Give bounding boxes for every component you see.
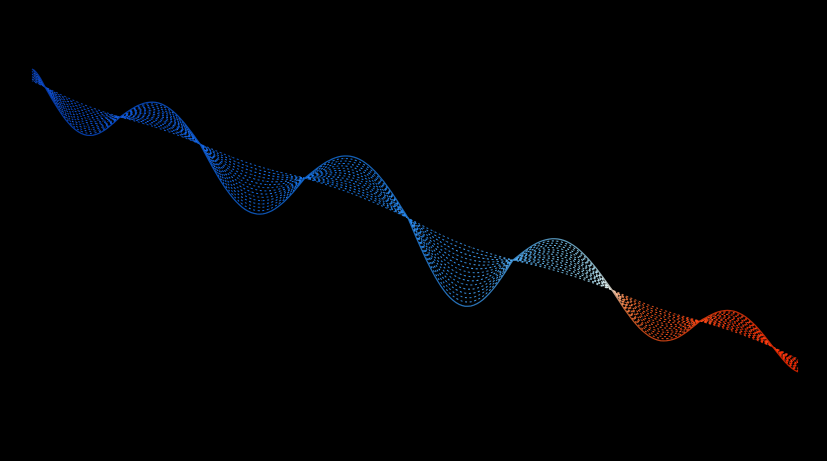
ribbon-line <box>31 72 799 369</box>
ribbon-sparkle-overlay <box>31 70 799 371</box>
ribbon-line <box>31 78 799 362</box>
ribbon-line <box>31 70 799 371</box>
ribbon-line <box>31 78 799 363</box>
ribbon-sparkle-overlay <box>31 71 799 370</box>
ribbon-sparkle-overlay <box>31 69 799 372</box>
ribbon-envelope-line <box>31 68 799 373</box>
ribbon-sparkle-overlay <box>31 72 799 369</box>
ribbon-line <box>31 69 799 372</box>
ribbon-line <box>31 79 799 361</box>
ribbon-line <box>31 71 799 370</box>
ribbon-line <box>31 74 799 366</box>
ribbon-line <box>31 80 799 360</box>
ribbon-line <box>31 72 799 368</box>
ribbon-sparkle-overlay <box>31 80 799 360</box>
